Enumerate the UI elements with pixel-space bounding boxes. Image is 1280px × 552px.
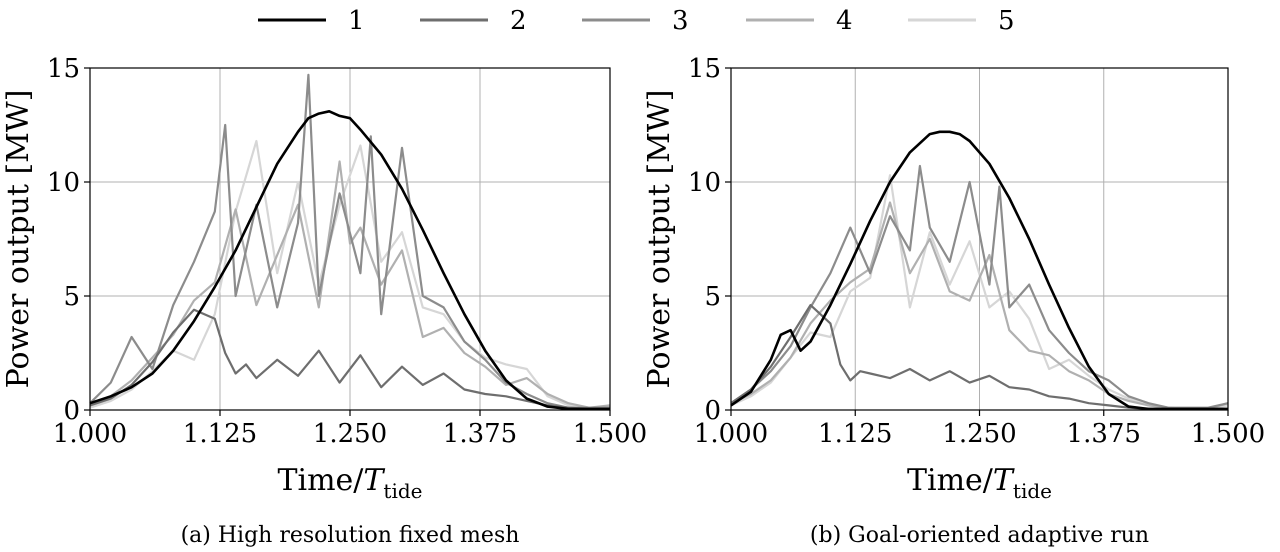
series-line-3 (730, 164, 1229, 409)
legend-label-5: 5 (998, 6, 1015, 36)
x-tick-label: 1.375 (1067, 419, 1141, 449)
x-tick-label: 1.250 (313, 419, 387, 449)
x-tick-label: 1.500 (573, 419, 647, 449)
x-tick-label: 1.500 (1191, 419, 1265, 449)
panel-caption: (b) Goal-oriented adaptive run (810, 523, 1149, 548)
x-tick-label: 1.375 (443, 419, 517, 449)
legend-label-2: 2 (510, 6, 527, 36)
y-tick-label: 0 (63, 396, 80, 426)
y-tick-label: 15 (47, 54, 80, 84)
series-line-1 (89, 110, 610, 411)
x-axis-label-symbol: T (363, 463, 385, 498)
panel-a: 1.000 1.125 1.250 1.375 1.500 0 5 10 15 Time/Ttid… (1, 54, 647, 548)
series-line-1 (730, 130, 1228, 411)
x-tick-label: 1.000 (694, 419, 768, 449)
y-axis-label: Power output [MW] (642, 90, 677, 389)
x-tick-label: 1.250 (942, 419, 1016, 449)
series-line-2 (89, 308, 610, 410)
panel-caption: (a) High resolution fixed mesh (181, 523, 520, 548)
x-axis-label-subscript: tide (383, 479, 422, 503)
x-axis-label-subscript: tide (1013, 479, 1052, 503)
x-axis-label-symbol: T (993, 463, 1015, 498)
legend: 1 2 3 4 5 (258, 6, 1015, 36)
x-tick-label: 1.000 (53, 419, 127, 449)
series-line-5 (89, 139, 610, 409)
x-axis-label-text: Time/ (907, 463, 994, 498)
y-tick-label: 10 (688, 168, 721, 198)
legend-label-1: 1 (348, 6, 365, 36)
panel-b: 1.000 1.125 1.250 1.375 1.500 0 5 10 15 Time/Ttid… (642, 54, 1265, 548)
y-tick-label: 5 (704, 282, 721, 312)
legend-label-4: 4 (836, 6, 853, 36)
x-axis-label: Time/Ttide (277, 463, 422, 503)
x-tick-label: 1.125 (183, 419, 257, 449)
x-axis-label-text: Time/ (277, 463, 364, 498)
y-tick-label: 5 (63, 282, 80, 312)
legend-label-3: 3 (672, 6, 689, 36)
x-axis-label: Time/Ttide (907, 463, 1052, 503)
y-axis-label: Power output [MW] (1, 90, 36, 389)
y-tick-label: 10 (47, 168, 80, 198)
y-tick-label: 15 (688, 54, 721, 84)
series-line-4 (730, 201, 1229, 410)
x-tick-label: 1.125 (818, 419, 892, 449)
y-tick-label: 0 (704, 396, 721, 426)
